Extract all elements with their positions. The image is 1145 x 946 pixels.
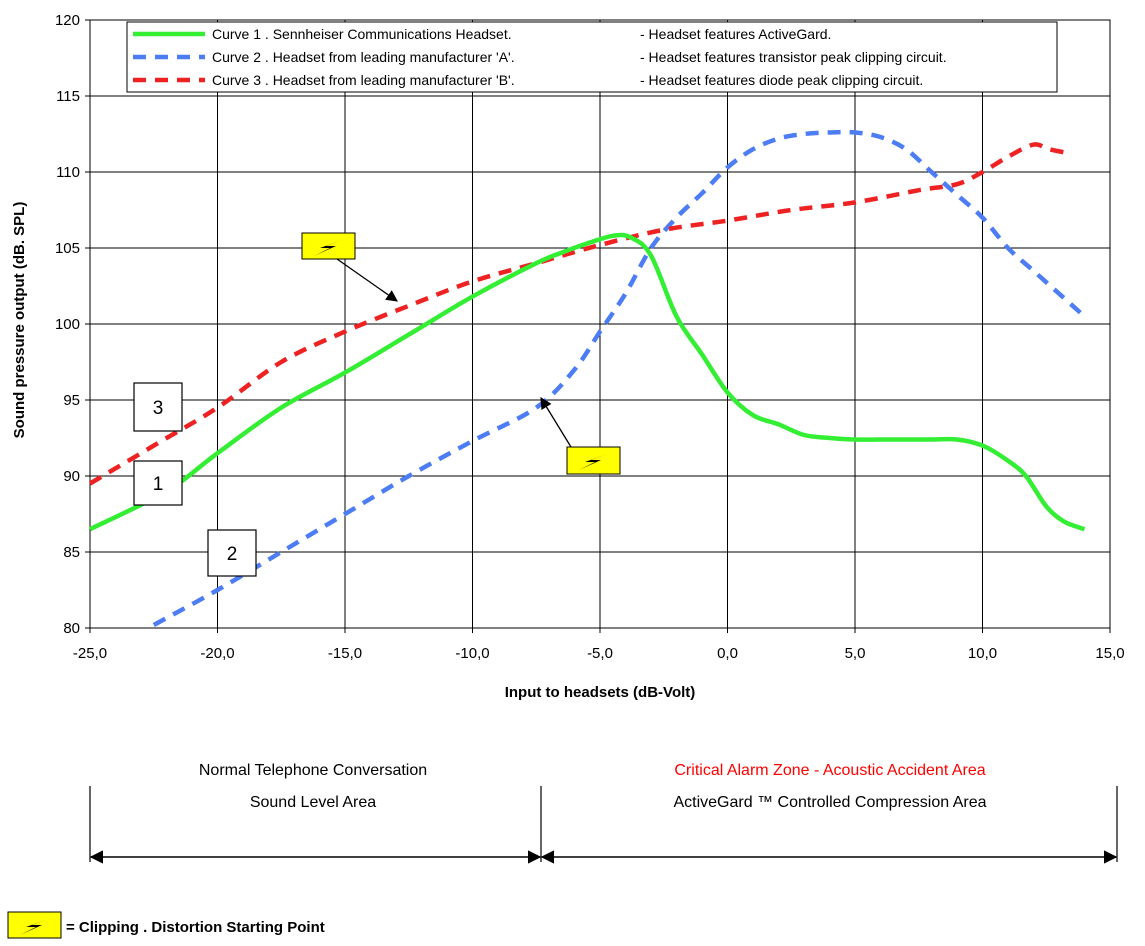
axis-ticks: -25,0 -20,0 -15,0 -10,0 -5,0 0,0 5,0 10,0 15,0 80…: [55, 12, 1125, 662]
curve-2-marker: 2: [207, 529, 257, 577]
lightning-bolt-glyph: [314, 240, 342, 256]
legend-desc-curve-2: - Headset features transistor peak clipp…: [640, 49, 947, 65]
footnote-text: = Clipping . Distortion Starting Point: [66, 919, 325, 936]
series-layer: [88, 129, 1087, 627]
legend-box: [126, 21, 1058, 93]
x-tick-label: -5,0: [587, 645, 613, 662]
series-line-curve-2: [152, 129, 1087, 627]
y-tick-label: 115: [56, 88, 80, 105]
x-axis-title: Input to headsets (dB-Volt): [505, 684, 696, 701]
curve-3-marker-label: 3: [153, 398, 164, 419]
curve-1-marker: 1: [133, 460, 183, 506]
y-tick-label: 110: [56, 164, 80, 181]
legend-desc-curve-1: - Headset features ActiveGard.: [640, 26, 831, 42]
gridlines: [90, 20, 1110, 628]
lightning-bolt-glyph: [579, 454, 607, 470]
series-line-curve-3: [88, 142, 1073, 486]
x-tick-label: -25,0: [73, 645, 107, 662]
clipping-callout-curve-2: [540, 397, 621, 475]
curve-1-marker-box: [133, 460, 183, 506]
x-tick-label: 15,0: [1095, 645, 1124, 662]
x-tick-label: -10,0: [455, 645, 489, 662]
y-tick-label: 105: [55, 240, 80, 257]
zone-critical-line1: Critical Alarm Zone - Acoustic Accident …: [674, 762, 985, 779]
clipping-arrow-curve-2: [540, 397, 572, 448]
footnote: = Clipping . Distortion Starting Point: [7, 911, 325, 939]
clipping-arrow-curve-3: [336, 258, 398, 302]
curve-3-marker-box: [133, 382, 183, 432]
curve-2-marker-box: [207, 529, 257, 577]
y-tick-label: 100: [55, 316, 80, 333]
x-tick-label: 0,0: [717, 645, 738, 662]
legend: Curve 1 . Sennheiser Communications Head…: [126, 21, 1058, 93]
legend-label-curve-1: Curve 1 . Sennheiser Communications Head…: [212, 26, 512, 42]
series-line-curve-1: [89, 232, 1086, 532]
zone-critical-line2: ActiveGard ™ Controlled Compression Area: [673, 794, 986, 811]
zone-annotations: Normal Telephone Conversation Sound Leve…: [89, 762, 1118, 864]
curve-1-marker-label: 1: [153, 474, 164, 495]
x-tick-label: 10,0: [968, 645, 997, 662]
zone-normal-line2: Sound Level Area: [250, 794, 376, 811]
legend-label-curve-2: Curve 2 . Headset from leading manufactu…: [212, 49, 515, 65]
x-tick-label: 5,0: [845, 645, 866, 662]
y-tick-label: 85: [63, 544, 80, 561]
curve-2-marker-label: 2: [227, 544, 238, 565]
lightning-bolt-icon: [301, 232, 356, 260]
y-tick-label: 95: [63, 392, 80, 409]
y-tick-label: 120: [55, 12, 80, 29]
x-tick-label: -20,0: [200, 645, 234, 662]
x-tick-label: -15,0: [328, 645, 362, 662]
y-axis-title: Sound pressure output (dB. SPL): [11, 202, 28, 439]
zone-normal-line1: Normal Telephone Conversation: [199, 762, 427, 779]
legend-desc-curve-3: - Headset features diode peak clipping c…: [640, 72, 923, 88]
y-tick-label: 90: [63, 468, 80, 485]
lightning-bolt-glyph: [20, 919, 48, 935]
curve-3-marker: 3: [133, 382, 183, 432]
clipping-callout-curve-3: [301, 232, 398, 302]
y-tick-label: 80: [63, 620, 80, 637]
legend-label-curve-3: Curve 3 . Headset from leading manufactu…: [212, 72, 515, 88]
